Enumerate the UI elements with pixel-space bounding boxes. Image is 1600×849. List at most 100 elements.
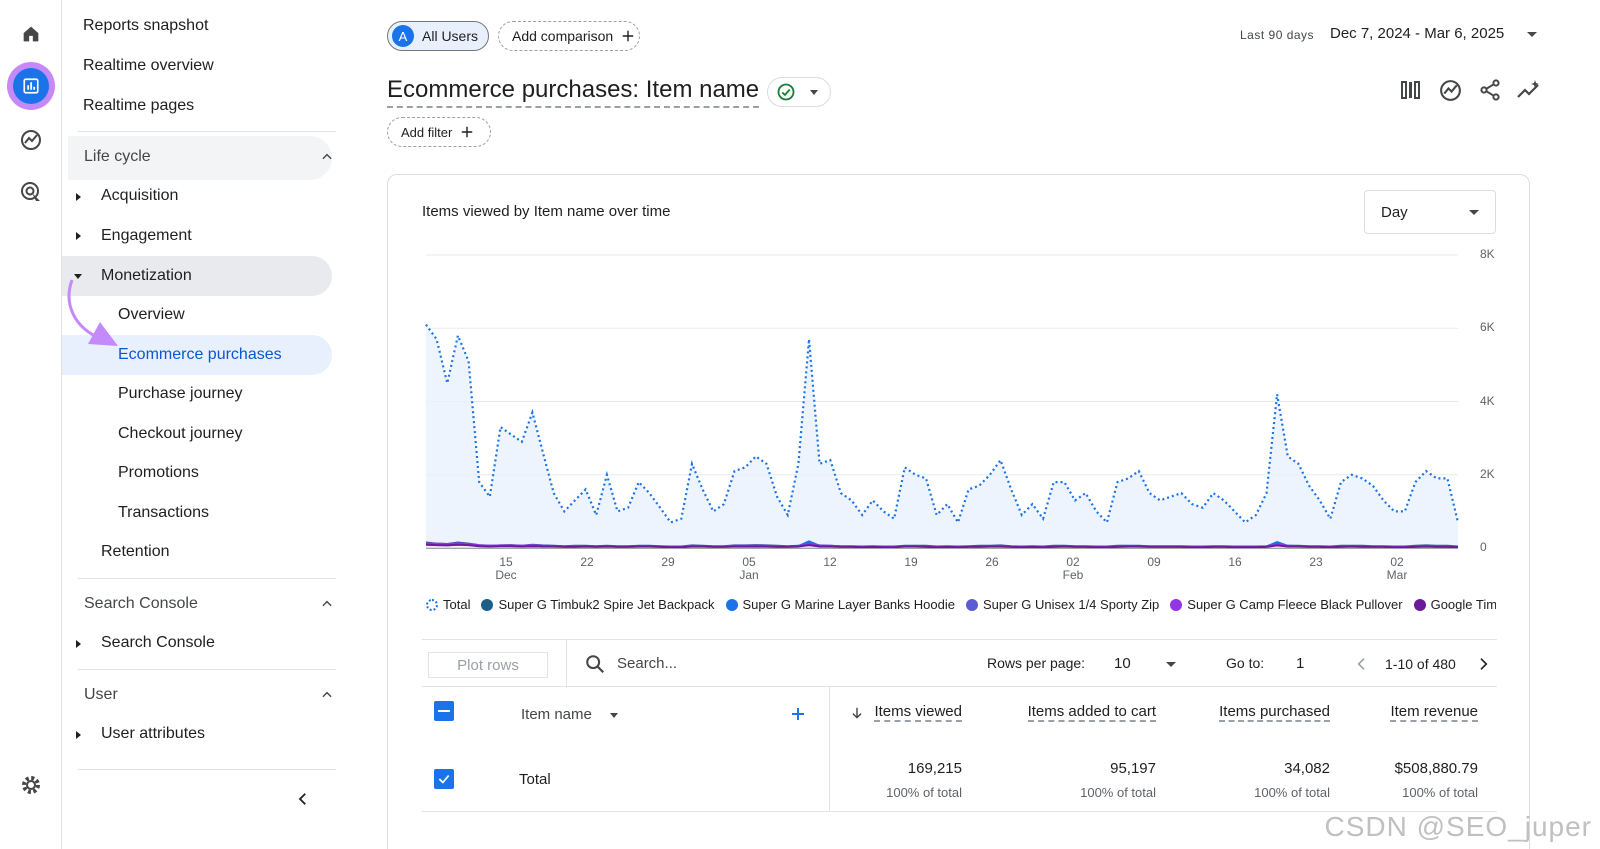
legend-label: Super G Timbuk2 Spire Jet Backpack xyxy=(498,597,715,612)
total-row-checkbox[interactable] xyxy=(434,769,454,789)
column-header-items-viewed[interactable]: Items viewed xyxy=(874,703,962,722)
insights-icon[interactable] xyxy=(1438,78,1463,103)
nav-transactions[interactable]: Transactions xyxy=(118,504,209,521)
share-icon[interactable] xyxy=(1478,78,1502,102)
segment-label: All Users xyxy=(422,28,479,44)
column-header-items-added-to-cart[interactable]: Items added to cart xyxy=(1027,703,1156,722)
trend-sparkle-icon[interactable] xyxy=(1516,78,1542,102)
caret-right-icon xyxy=(76,193,81,201)
report-status-button[interactable] xyxy=(767,77,831,107)
x-tick-label: 09 xyxy=(1134,555,1174,569)
next-page-icon[interactable] xyxy=(1475,655,1491,673)
rows-per-page-label: Rows per page: xyxy=(987,655,1086,671)
user-header-label: User xyxy=(84,686,118,703)
x-tick-label: 05 Jan xyxy=(729,555,769,582)
goto-input[interactable]: 1 xyxy=(1296,655,1305,672)
legend-swatch xyxy=(426,598,438,611)
caret-right-icon xyxy=(76,640,81,648)
nav-promotions[interactable]: Promotions xyxy=(118,464,199,481)
x-tick-label: 26 xyxy=(972,555,1012,569)
check-circle-icon xyxy=(777,83,795,101)
total-item-revenue-pct: 100% of total xyxy=(1402,785,1478,800)
rows-per-page-select[interactable]: 10 xyxy=(1114,655,1131,672)
x-tick-day: 09 xyxy=(1147,555,1161,569)
prev-page-icon[interactable] xyxy=(1354,655,1370,673)
nav-divider xyxy=(78,578,336,579)
x-tick-day: 12 xyxy=(823,555,837,569)
dimension-header[interactable]: Item name xyxy=(521,706,592,723)
date-range-picker[interactable]: Dec 7, 2024 - Mar 6, 2025 xyxy=(1330,25,1505,42)
legend-item[interactable]: Super G Unisex 1/4 Sporty Zip xyxy=(965,597,1159,612)
nav-purchase-journey[interactable]: Purchase journey xyxy=(118,385,243,402)
legend-swatch xyxy=(725,598,738,611)
add-dimension-icon[interactable] xyxy=(789,705,807,723)
total-items-purchased-pct: 100% of total xyxy=(1254,785,1330,800)
add-comparison-label: Add comparison xyxy=(512,28,614,44)
report-card: Items viewed by Item name over time Day … xyxy=(387,174,1530,849)
add-comparison-button[interactable]: Add comparison xyxy=(498,21,640,51)
x-tick-label: 19 xyxy=(891,555,931,569)
reports-icon[interactable] xyxy=(7,62,55,110)
nav-engagement[interactable]: Engagement xyxy=(101,227,192,244)
nav-retention[interactable]: Retention xyxy=(101,543,170,560)
legend-label: Google Timb xyxy=(1430,597,1496,612)
compare-columns-icon[interactable] xyxy=(1399,78,1423,102)
nav-monetization[interactable]: Monetization xyxy=(101,267,192,284)
nav-acquisition[interactable]: Acquisition xyxy=(101,187,179,204)
legend-label: Super G Camp Fleece Black Pullover xyxy=(1187,597,1403,612)
collapse-nav-icon[interactable] xyxy=(294,790,312,808)
legend-item[interactable]: Google Timb xyxy=(1413,597,1496,612)
x-tick-day: 23 xyxy=(1309,555,1323,569)
plot-rows-button[interactable]: Plot rows xyxy=(428,652,548,678)
granularity-select[interactable]: Day xyxy=(1364,190,1496,234)
chevron-up-icon xyxy=(322,153,332,160)
nav-search-console[interactable]: Search Console xyxy=(101,634,215,651)
settings-icon[interactable] xyxy=(11,765,51,805)
column-header-item-revenue[interactable]: Item revenue xyxy=(1390,703,1478,722)
date-dropdown-icon[interactable] xyxy=(1527,32,1537,37)
x-tick-label: 12 xyxy=(810,555,850,569)
add-filter-button[interactable]: Add filter xyxy=(387,117,491,147)
select-all-checkbox[interactable] xyxy=(434,701,454,721)
plus-icon xyxy=(622,30,634,42)
x-tick-day: 19 xyxy=(904,555,918,569)
x-tick-month: Jan xyxy=(739,568,759,582)
dropdown-caret-icon xyxy=(1469,209,1479,215)
x-tick-label: 22 xyxy=(567,555,607,569)
nav-ecommerce-purchases[interactable]: Ecommerce purchases xyxy=(118,346,282,363)
add-filter-label: Add filter xyxy=(401,124,453,140)
legend-label: Total xyxy=(443,597,471,612)
x-tick-label: 02 Mar xyxy=(1377,555,1417,582)
home-icon[interactable] xyxy=(11,14,51,54)
line-chart xyxy=(425,254,1460,549)
segment-avatar: A xyxy=(392,25,414,47)
caret-right-icon xyxy=(76,731,81,739)
segment-chip-all-users[interactable]: A All Users xyxy=(387,21,489,51)
legend-item[interactable]: Total xyxy=(426,597,470,612)
nav-user-attributes[interactable]: User attributes xyxy=(101,725,206,742)
dimension-dropdown-icon[interactable] xyxy=(610,713,618,718)
search-console-header-label: Search Console xyxy=(84,595,198,612)
nav-checkout-journey[interactable]: Checkout journey xyxy=(118,425,243,442)
legend-item[interactable]: Super G Camp Fleece Black Pullover xyxy=(1170,597,1403,612)
rows-dropdown-icon[interactable] xyxy=(1166,662,1176,667)
legend-item[interactable]: Super G Timbuk2 Spire Jet Backpack xyxy=(481,597,715,612)
advertising-icon[interactable] xyxy=(11,172,51,212)
nav-overview[interactable]: Overview xyxy=(118,306,185,323)
nav-realtime-pages[interactable]: Realtime pages xyxy=(83,97,195,114)
lifecycle-header[interactable]: Life cycle xyxy=(84,148,334,166)
explore-icon[interactable] xyxy=(11,120,51,160)
chevron-up-icon xyxy=(322,600,332,607)
column-header-items-purchased[interactable]: Items purchased xyxy=(1219,703,1330,722)
legend-item[interactable]: Super G Marine Layer Banks Hoodie xyxy=(725,597,955,612)
total-row-label: Total xyxy=(519,771,551,788)
nav-realtime-overview[interactable]: Realtime overview xyxy=(83,57,214,74)
user-header[interactable]: User xyxy=(84,686,334,704)
search-console-header[interactable]: Search Console xyxy=(84,595,334,613)
table-search-input[interactable]: Search... xyxy=(617,655,678,672)
nav-reports-snapshot[interactable]: Reports snapshot xyxy=(83,17,209,34)
page-title[interactable]: Ecommerce purchases: Item name xyxy=(387,76,760,108)
granularity-value: Day xyxy=(1381,203,1408,221)
sort-descending-icon[interactable] xyxy=(850,705,864,721)
x-tick-label: 29 xyxy=(648,555,688,569)
